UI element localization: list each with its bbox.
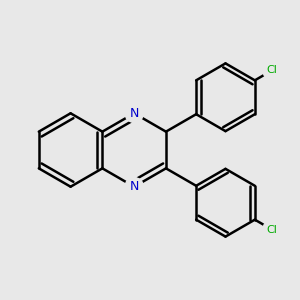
Circle shape bbox=[263, 220, 281, 239]
Circle shape bbox=[125, 104, 143, 122]
Circle shape bbox=[263, 61, 281, 80]
Circle shape bbox=[125, 178, 143, 196]
Text: Cl: Cl bbox=[266, 65, 278, 75]
Text: Cl: Cl bbox=[266, 225, 278, 235]
Text: N: N bbox=[130, 180, 139, 193]
Text: N: N bbox=[130, 107, 139, 120]
